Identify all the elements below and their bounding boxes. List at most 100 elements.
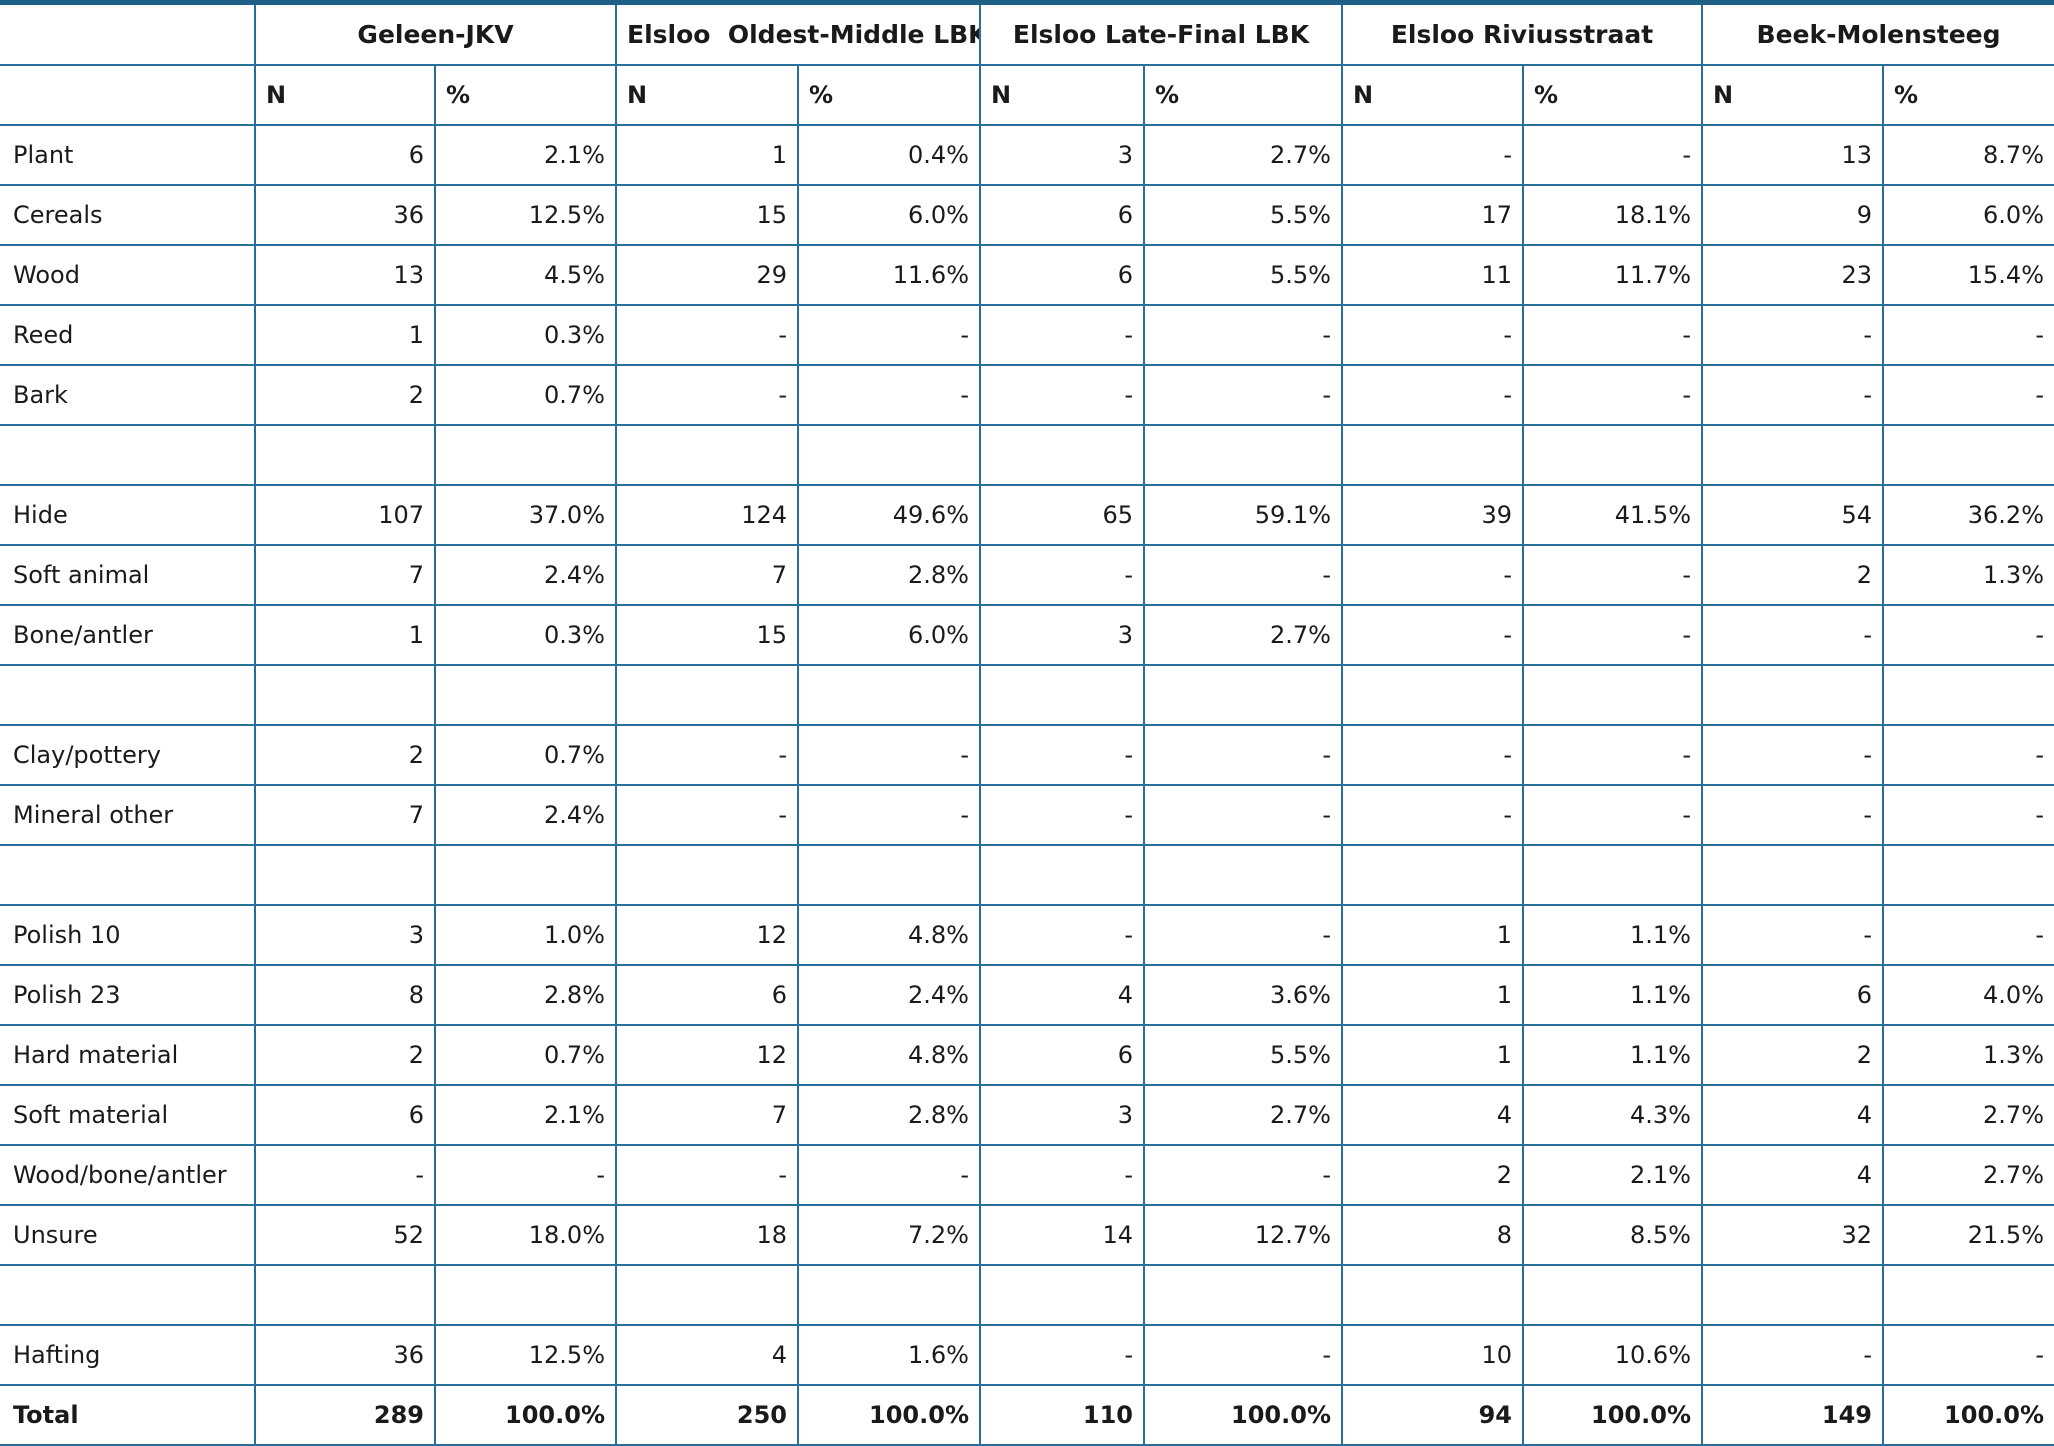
blank-row <box>0 424 2054 486</box>
cell: 59.1% <box>1143 484 1343 546</box>
cell: 13 <box>1701 124 1884 186</box>
cell: 0.7% <box>434 724 617 786</box>
cell: 6.0% <box>1881 184 2054 246</box>
cell: 6 <box>979 184 1145 246</box>
cell: 9 <box>1701 184 1884 246</box>
cell: 110 <box>979 1384 1145 1446</box>
cell: - <box>797 364 981 426</box>
cell: 8.5% <box>1522 1204 1703 1266</box>
corner-cell <box>0 5 256 66</box>
cell: 5.5% <box>1143 184 1343 246</box>
blank-cell <box>797 664 981 726</box>
subheader: % <box>1522 64 1703 126</box>
row-label: Hard material <box>0 1024 256 1086</box>
row-label: Reed <box>0 304 256 366</box>
cell: - <box>1701 304 1884 366</box>
cell: 41.5% <box>1522 484 1703 546</box>
cell: - <box>1522 784 1703 846</box>
cell: 18.0% <box>434 1204 617 1266</box>
data-row: Polish 10 3 1.0% 12 4.8% - -1 1.1% - - <box>0 904 2054 966</box>
cell: 3 <box>979 604 1145 666</box>
cell: - <box>615 1144 799 1206</box>
cell: 4 <box>1701 1084 1884 1146</box>
cell: 8 <box>1341 1204 1524 1266</box>
blank-cell <box>1143 1264 1343 1326</box>
data-row: Cereals 36 12.5% 15 6.0% 6 5.5% 17 18.1% 9 6.0% <box>0 184 2054 246</box>
blank-cell <box>797 844 981 906</box>
cell: 250 <box>615 1384 799 1446</box>
blank-cell <box>434 844 617 906</box>
header-row: Geleen-JKV Elsloo Oldest-Middle LBK Elsloo… <box>0 5 2054 66</box>
cell: 0.4% <box>797 124 981 186</box>
cell: 21.5% <box>1881 1204 2054 1266</box>
row-label: Plant <box>0 124 256 186</box>
subheader-row: N% N% N% N% N% <box>0 64 2054 126</box>
cell: - <box>1881 364 2054 426</box>
cell: - <box>1881 604 2054 666</box>
cell: 2.7% <box>1881 1084 2054 1146</box>
blank-cell <box>797 424 981 486</box>
cell: 1 <box>254 604 436 666</box>
subheader: N <box>254 64 436 126</box>
cell: 18 <box>615 1204 799 1266</box>
cell: - <box>1143 1324 1343 1386</box>
cell: - <box>979 904 1145 966</box>
cell: - <box>1522 304 1703 366</box>
cell: 6 <box>254 124 436 186</box>
cell: 6 <box>1701 964 1884 1026</box>
data-row: Mineral other 7 2.4% - - - - - - - - <box>0 784 2054 846</box>
cell: 2 <box>1701 1024 1884 1086</box>
subheader: N <box>1701 64 1884 126</box>
cell: - <box>979 364 1145 426</box>
blank-row <box>0 1264 2054 1326</box>
cell: - <box>1881 904 2054 966</box>
blank-cell <box>1341 844 1524 906</box>
cell: 2.8% <box>797 1084 981 1146</box>
subheader: % <box>434 64 617 126</box>
row-label: Cereals <box>0 184 256 246</box>
blank-cell <box>615 844 799 906</box>
blank-cell <box>1522 664 1703 726</box>
cell: 2.7% <box>1143 124 1343 186</box>
row-label: Bone/antler <box>0 604 256 666</box>
cell: 4 <box>1701 1144 1884 1206</box>
cell: - <box>1341 544 1524 606</box>
cell: 1 <box>615 124 799 186</box>
cell: 1 <box>254 304 436 366</box>
cell: 1 <box>1341 904 1524 966</box>
cell: 100.0% <box>1881 1384 2054 1446</box>
cell: - <box>615 304 799 366</box>
cell: 2.4% <box>434 544 617 606</box>
cell: - <box>254 1144 436 1206</box>
cell: - <box>1522 364 1703 426</box>
data-row: Bark 2 0.7% - - - - - - - - <box>0 364 2054 426</box>
cell: - <box>1522 124 1703 186</box>
cell: 0.3% <box>434 604 617 666</box>
cell: 2 <box>1341 1144 1524 1206</box>
cell: - <box>1881 1324 2054 1386</box>
cell: 124 <box>615 484 799 546</box>
blank-cell <box>615 1264 799 1326</box>
cell: 6.0% <box>797 604 981 666</box>
data-row: Hard material 2 0.7% 12 4.8% 6 5.5% 1 1.1% 2 1.3% <box>0 1024 2054 1086</box>
cell: 2 <box>1701 544 1884 606</box>
blank-cell <box>254 1264 436 1326</box>
blank-cell <box>979 844 1145 906</box>
cell: 6.0% <box>797 184 981 246</box>
cell: - <box>1881 304 2054 366</box>
cell: - <box>1701 904 1884 966</box>
cell: 4.0% <box>1881 964 2054 1026</box>
cell: - <box>797 304 981 366</box>
cell: 11 <box>1341 244 1524 306</box>
blank-cell <box>615 424 799 486</box>
cell: 6 <box>254 1084 436 1146</box>
blank-cell <box>0 664 256 726</box>
cell: - <box>1522 604 1703 666</box>
cell: 4.3% <box>1522 1084 1703 1146</box>
row-label: Wood/bone/antler <box>0 1144 256 1206</box>
cell: - <box>1143 784 1343 846</box>
cell: 54 <box>1701 484 1884 546</box>
cell: 2.7% <box>1881 1144 2054 1206</box>
cell: 65 <box>979 484 1145 546</box>
cell: 36.2% <box>1881 484 2054 546</box>
